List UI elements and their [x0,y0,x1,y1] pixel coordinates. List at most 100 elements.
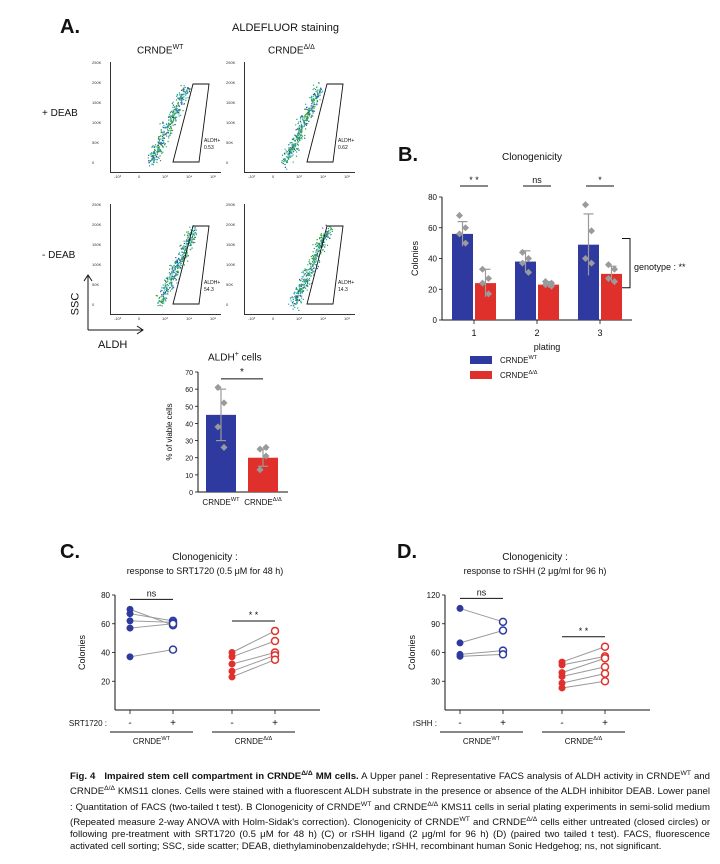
facs-event [307,274,309,276]
facs-event [151,156,153,158]
y-tick-label: 40 [101,649,110,658]
facs-event [316,252,318,255]
untreated-point [558,679,566,687]
facs-event [315,260,317,262]
facs-event [295,136,298,138]
facs-event [162,122,164,124]
facs-event [313,99,315,101]
facs-event [163,140,165,142]
data-point [604,261,613,269]
treatment-label: SRT1720 : [69,719,107,728]
facs-event [310,267,312,269]
facs-event [312,271,314,273]
facs-event [299,127,301,129]
facs-event [172,106,174,108]
data-point [484,290,493,298]
facs-event [162,134,164,136]
facs-event [184,234,186,236]
treated-point [270,636,280,646]
facs-event [176,261,178,263]
facs-y-tick: 250K [226,202,236,207]
facs-event [319,92,321,94]
facs-event [321,90,324,92]
facs-event [322,235,324,237]
facs-event [187,87,189,89]
facs-event [310,263,312,265]
facs-event [305,287,307,289]
facs-event [289,155,291,157]
facs-event [299,289,301,291]
facs-event [308,113,310,115]
data-point [220,399,228,407]
facs-event [320,88,322,90]
facs-event [319,238,321,240]
facs-event [172,124,174,126]
facs-event [158,300,160,302]
facs-x-tick: 10⁵ [344,174,351,179]
facs-event [316,96,318,98]
facs-event [175,112,177,114]
facs-event [300,288,302,290]
facs-event [304,273,306,275]
facs-event [328,230,330,232]
facs-event [181,256,183,258]
facs-event [175,116,177,118]
facs-event [166,289,168,291]
facs-event [191,241,193,244]
facs-event [328,233,330,235]
facs-event [318,82,320,84]
facs-event [298,133,300,136]
facs-event [304,108,306,110]
facs-event [154,150,156,152]
facs-event [306,271,308,273]
facs-event [319,92,321,94]
facs-event [301,295,303,297]
facs-event [327,235,329,237]
data-point [256,466,264,474]
facs-event [290,300,292,302]
y-tick-label: 80 [101,591,110,600]
facs-event [152,164,154,166]
facs-event [312,112,314,114]
facs-x-tick: 10⁴ [186,316,193,321]
group-label: CRNDEΔ/Δ [235,736,273,746]
facs-y-tick: 150K [226,100,236,105]
facs-event [159,140,161,142]
gate-value: 0.62 [338,145,348,151]
facs-event [162,299,164,301]
facs-event [320,87,322,89]
facs-event [158,141,160,143]
facs-event [296,297,298,299]
facs-event [299,120,302,122]
facs-event [318,237,321,239]
facs-y-tick: 50K [92,140,100,145]
facs-event [157,144,159,146]
facs-event [176,95,178,97]
facs-event [174,277,176,280]
facs-event [296,151,298,153]
facs-event [319,244,321,246]
facs-event [297,137,299,139]
facs-event [292,299,294,301]
facs-event [293,148,295,151]
facs-event [177,265,179,267]
facs-event [310,263,312,265]
facs-event [157,301,159,304]
data-point [455,211,464,219]
caption-fig: Fig. 4 [70,771,96,783]
facs-event [312,107,314,109]
facs-event [178,252,180,254]
data-point [604,274,613,283]
facs-event [316,104,318,106]
facs-event [320,237,322,239]
facs-event [294,291,296,293]
row-label-deab-minus: - DEAB [42,250,76,261]
facs-event [170,275,172,277]
facs-event [308,115,310,117]
facs-event [313,101,315,103]
facs-event [160,290,162,292]
facs-y-tick: 200K [226,222,236,227]
facs-event [308,114,310,116]
facs-event [318,247,320,249]
treatment-label: rSHH : [413,719,437,728]
